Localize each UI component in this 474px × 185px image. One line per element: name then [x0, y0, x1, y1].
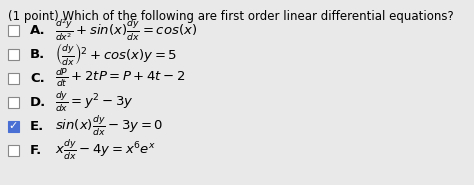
FancyBboxPatch shape [8, 73, 19, 83]
Text: $\left(\frac{dy}{dx}\right)^2 + cos(x)y = 5$: $\left(\frac{dy}{dx}\right)^2 + cos(x)y … [55, 41, 177, 67]
Text: B.: B. [30, 48, 45, 60]
FancyBboxPatch shape [8, 120, 19, 132]
FancyBboxPatch shape [8, 24, 19, 36]
FancyBboxPatch shape [8, 48, 19, 60]
Text: F.: F. [30, 144, 42, 157]
Text: A.: A. [30, 23, 46, 36]
Text: E.: E. [30, 120, 44, 132]
Text: ✓: ✓ [9, 121, 18, 131]
Text: $\frac{dP}{dt} + 2tP = P + 4t - 2$: $\frac{dP}{dt} + 2tP = P + 4t - 2$ [55, 67, 185, 89]
Text: (1 point) Which of the following are first order linear differential equations?: (1 point) Which of the following are fir… [8, 10, 454, 23]
Text: $\frac{dy}{dx} = y^2 - 3y$: $\frac{dy}{dx} = y^2 - 3y$ [55, 90, 134, 114]
FancyBboxPatch shape [8, 144, 19, 156]
Text: D.: D. [30, 95, 46, 108]
FancyBboxPatch shape [8, 97, 19, 107]
Text: $sin(x)\frac{dy}{dx} - 3y = 0$: $sin(x)\frac{dy}{dx} - 3y = 0$ [55, 114, 164, 138]
Text: $\frac{d^2y}{dx^2} + sin(x)\frac{dy}{dx} = cos(x)$: $\frac{d^2y}{dx^2} + sin(x)\frac{dy}{dx}… [55, 17, 197, 43]
Text: $x\frac{dy}{dx} - 4y = x^6e^x$: $x\frac{dy}{dx} - 4y = x^6e^x$ [55, 138, 156, 162]
Text: C.: C. [30, 71, 45, 85]
